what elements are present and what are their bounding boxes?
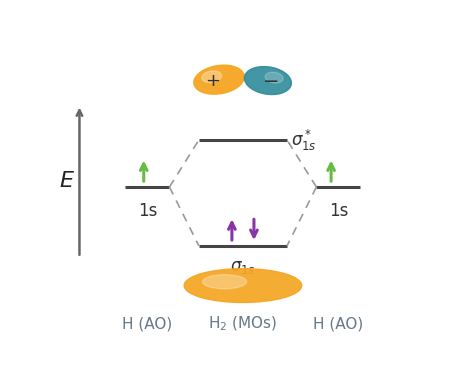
Text: $\mathrm{H_2\ (MOs)}$: $\mathrm{H_2\ (MOs)}$ xyxy=(208,315,278,333)
Ellipse shape xyxy=(194,65,244,94)
Ellipse shape xyxy=(202,71,222,83)
Ellipse shape xyxy=(245,66,292,94)
Text: +: + xyxy=(205,71,220,89)
Text: H (AO): H (AO) xyxy=(122,316,173,331)
Text: H (AO): H (AO) xyxy=(313,316,364,331)
Text: 1s: 1s xyxy=(329,202,348,220)
Text: $\sigma^*_{1s}$: $\sigma^*_{1s}$ xyxy=(291,128,317,152)
Text: −: − xyxy=(264,72,280,91)
Ellipse shape xyxy=(184,269,301,303)
Ellipse shape xyxy=(265,72,283,83)
Ellipse shape xyxy=(202,275,246,289)
Text: $\sigma_{1s}$: $\sigma_{1s}$ xyxy=(230,257,256,276)
Text: $\mathit{E}$: $\mathit{E}$ xyxy=(59,171,75,191)
Text: 1s: 1s xyxy=(138,202,157,220)
